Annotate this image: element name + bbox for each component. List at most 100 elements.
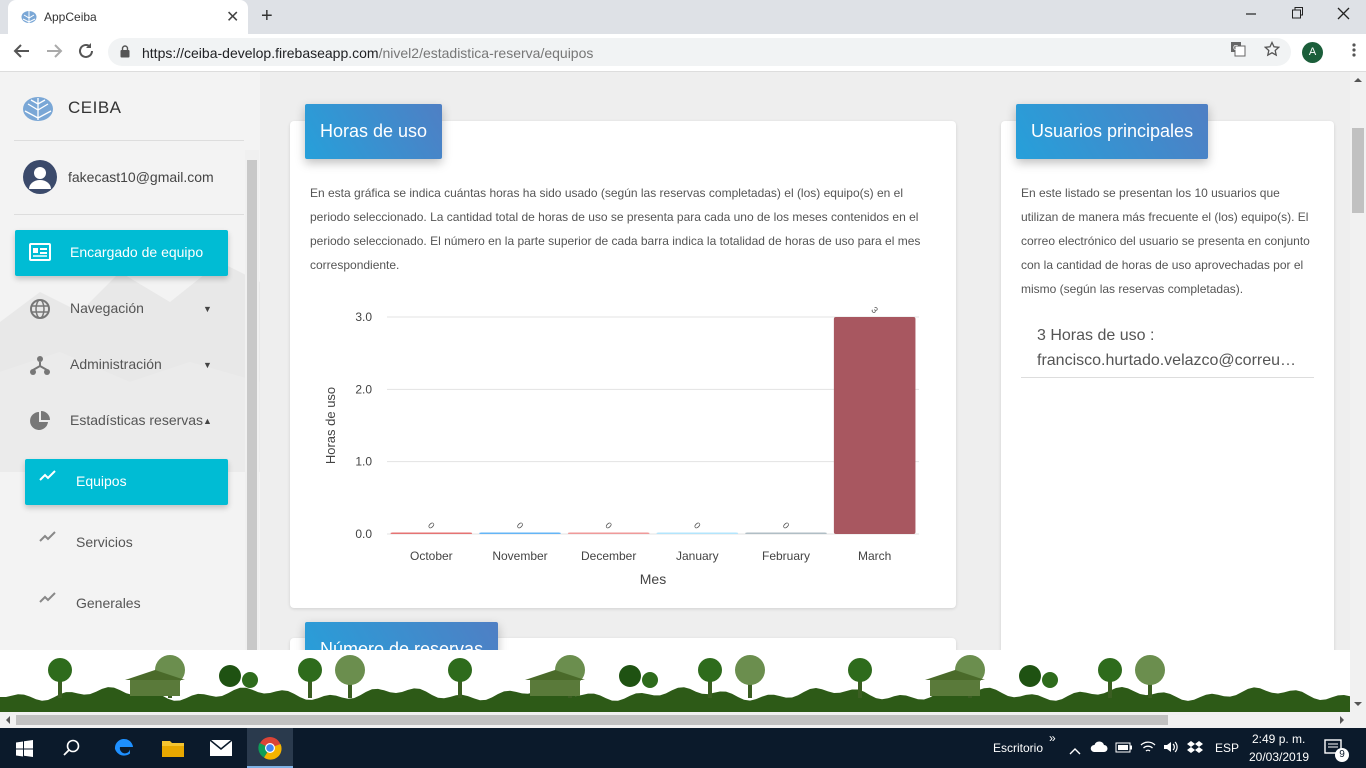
sidebar-item-administracion[interactable]: Administración ▼ — [15, 342, 228, 388]
x-tick-label: October — [410, 549, 453, 563]
scroll-down-icon[interactable] — [1350, 698, 1366, 710]
landscape-illustration — [0, 655, 1350, 712]
battery-icon[interactable] — [1115, 741, 1133, 759]
data-label: 0 — [603, 520, 614, 531]
cloud-icon[interactable] — [1090, 740, 1108, 758]
landscape-shape — [925, 670, 985, 680]
caret-up-icon: ▲ — [203, 416, 212, 426]
reservations-card-title: Número de reservas — [305, 622, 499, 650]
landscape-shape — [48, 658, 72, 682]
forward-icon[interactable] — [45, 42, 63, 65]
horizontal-scrollbar[interactable] — [0, 712, 1366, 728]
sidebar: CEIBA fakecast10@gmail.com Encargado de … — [0, 72, 260, 650]
restore-icon[interactable] — [1291, 4, 1303, 28]
clock-time[interactable]: 2:49 p. m. — [1252, 732, 1306, 746]
x-tick-label: November — [492, 549, 547, 563]
notifications-icon[interactable] — [1324, 738, 1346, 763]
landscape-shape — [858, 668, 862, 698]
divider — [14, 214, 244, 215]
scroll-up-icon[interactable] — [1350, 74, 1366, 86]
bar — [567, 532, 650, 534]
landscape-shape — [219, 665, 241, 687]
edge-icon[interactable] — [112, 736, 136, 765]
reload-icon[interactable] — [77, 42, 95, 65]
minimize-icon[interactable] — [1245, 4, 1257, 28]
volume-icon[interactable] — [1163, 740, 1179, 759]
sidebar-item-label: Equipos — [76, 473, 127, 489]
landscape-shape — [308, 668, 312, 698]
chrome-taskbar-button[interactable] — [247, 728, 293, 768]
scroll-right-icon[interactable] — [1336, 712, 1348, 728]
sidebar-item-label: Servicios — [76, 534, 133, 550]
profile-avatar[interactable]: A — [1302, 42, 1323, 63]
globe-icon — [29, 298, 51, 323]
windows-start-icon[interactable] — [16, 740, 33, 762]
id-card-icon — [29, 242, 51, 265]
browser-tab-bar: AppCeiba ✕ + — [0, 0, 1366, 34]
y-axis-label: Horas de uso — [323, 387, 338, 464]
x-tick-label: December — [581, 549, 636, 563]
address-toolbar: https://ceiba-develop.firebaseapp.com/ni… — [0, 34, 1366, 72]
star-icon[interactable] — [1263, 40, 1281, 61]
sidebar-item-encargado[interactable]: Encargado de equipo — [15, 230, 228, 276]
main-content: En esta gráfica se indica cuántas horas … — [260, 72, 1350, 650]
close-window-icon[interactable] — [1337, 4, 1350, 28]
bar — [833, 317, 916, 534]
data-label: 0 — [692, 520, 703, 531]
translate-icon[interactable]: G — [1230, 41, 1246, 61]
url-host: https://ceiba-develop.firebaseapp.com — [142, 45, 379, 61]
caret-down-icon: ▼ — [203, 360, 212, 370]
tree-logo-icon — [21, 10, 37, 29]
landscape-shape — [130, 680, 180, 696]
caret-down-icon: ▼ — [203, 304, 212, 314]
user-avatar[interactable] — [23, 160, 57, 194]
sidebar-item-equipos[interactable]: Equipos — [25, 459, 228, 505]
mail-icon[interactable] — [209, 739, 233, 762]
page-scrollbar-thumb[interactable] — [1352, 128, 1364, 213]
chevron-up-icon[interactable] — [1069, 742, 1081, 760]
trending-icon — [39, 469, 57, 486]
x-tick-label: March — [858, 549, 891, 563]
x-tick-label: January — [676, 549, 719, 563]
footer-landscape — [0, 650, 1350, 712]
file-explorer-icon[interactable] — [161, 737, 185, 764]
new-tab-button[interactable]: + — [261, 5, 273, 27]
search-icon[interactable] — [63, 739, 81, 762]
sidebar-scrollbar-thumb[interactable] — [247, 160, 257, 650]
y-tick-label: 0.0 — [355, 527, 372, 541]
landscape-shape — [930, 680, 980, 696]
user-list-item[interactable]: 3 Horas de uso : francisco.hurtado.velaz… — [1021, 323, 1314, 378]
landscape-shape — [698, 658, 722, 682]
sidebar-item-servicios[interactable]: Servicios — [25, 520, 228, 566]
browser-tab[interactable]: AppCeiba ✕ — [8, 0, 248, 34]
landscape-shape — [642, 672, 658, 688]
landscape-shape — [1019, 665, 1041, 687]
data-label: 0 — [515, 520, 526, 531]
sidebar-item-navegacion[interactable]: Navegación ▼ — [15, 286, 228, 332]
sidebar-item-label: Estadísticas reservas — [70, 412, 204, 428]
wifi-icon[interactable] — [1140, 740, 1156, 759]
close-tab-icon[interactable]: ✕ — [226, 9, 240, 26]
page-scrollbar[interactable] — [1350, 72, 1366, 712]
clock-date[interactable]: 20/03/2019 — [1249, 750, 1310, 764]
users-card: En este listado se presentan los 10 usua… — [1001, 121, 1334, 650]
sidebar-item-label: Generales — [76, 595, 141, 611]
sidebar-item-estadisticas[interactable]: Estadísticas reservas ▲ — [15, 398, 228, 444]
horizontal-scrollbar-thumb[interactable] — [16, 715, 1168, 725]
url-bar[interactable]: https://ceiba-develop.firebaseapp.com/ni… — [108, 38, 1291, 66]
browser-menu-icon[interactable] — [1352, 42, 1356, 63]
desktop-label[interactable]: Escritorio — [993, 741, 1044, 755]
hierarchy-icon — [29, 354, 51, 379]
toolbar-expand-chevron[interactable]: » — [1049, 731, 1056, 745]
y-tick-label: 3.0 — [355, 310, 372, 324]
language-indicator[interactable]: ESP — [1215, 741, 1240, 755]
back-icon[interactable] — [13, 42, 31, 65]
scroll-left-icon[interactable] — [2, 712, 14, 728]
sidebar-scrollbar[interactable] — [245, 150, 259, 650]
landscape-shape — [125, 670, 185, 680]
dropbox-icon[interactable] — [1187, 740, 1203, 759]
landscape-shape — [1042, 672, 1058, 688]
sidebar-item-generales[interactable]: Generales — [25, 581, 228, 627]
user-email[interactable]: fakecast10@gmail.com — [68, 169, 214, 185]
svg-text:G: G — [1233, 44, 1238, 52]
